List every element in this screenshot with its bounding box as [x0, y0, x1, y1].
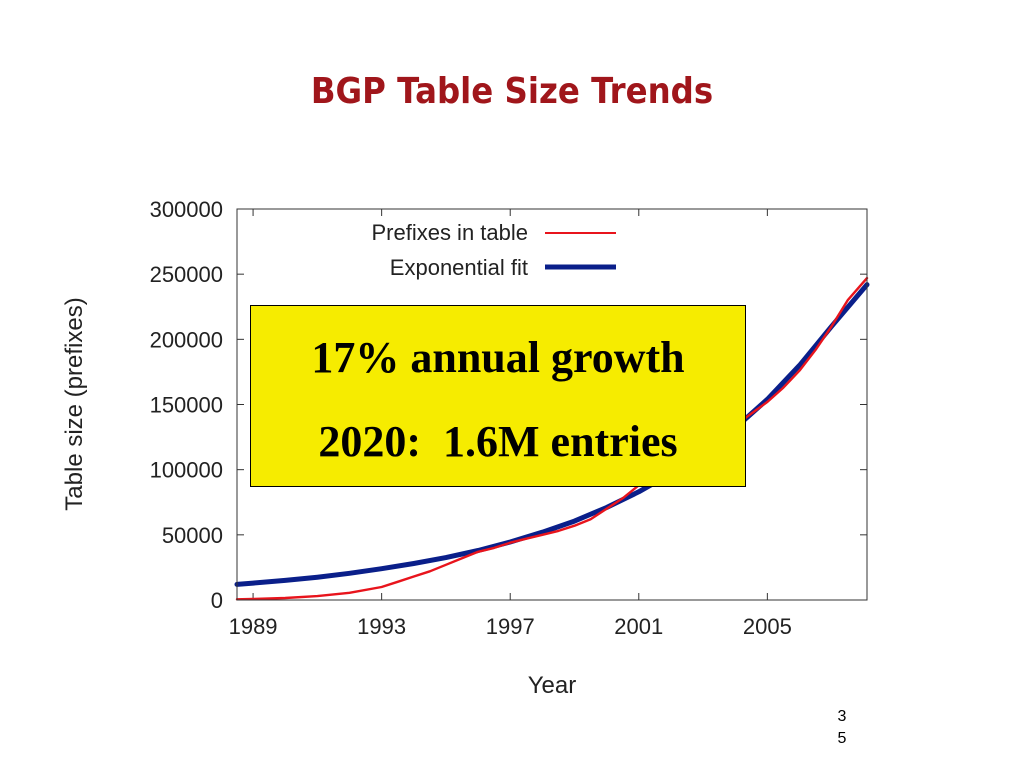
growth-callout-box: 17% annual growth 2020: 1.6M entries	[250, 305, 746, 487]
x-tick-label: 1997	[486, 614, 535, 639]
chart-svg: 0 50000 100000 150000 200000 250000 300000 198…	[61, 197, 870, 699]
callout-projection: 2020: 1.6M entries	[318, 417, 678, 466]
legend: Prefixes in table Exponential fit	[371, 220, 616, 280]
y-tick-label: 250000	[150, 262, 223, 287]
slide-title: BGP Table Size Trends	[310, 71, 714, 112]
slide-number-digit: 5	[837, 730, 847, 747]
x-axis-label: Year	[528, 672, 577, 699]
x-tick-label: 2001	[614, 614, 663, 639]
x-tick-label: 1993	[357, 614, 406, 639]
slide-number-digit: 3	[837, 708, 847, 725]
x-tick-label: 1989	[229, 614, 278, 639]
callout-growth-rate: 17% annual growth	[311, 333, 685, 382]
x-tick-label: 2005	[743, 614, 792, 639]
y-tick-labels: 0 50000 100000 150000 200000 250000 300000	[150, 197, 223, 613]
legend-label-exponential-fit: Exponential fit	[390, 255, 528, 280]
y-tick-label: 300000	[150, 197, 223, 222]
y-tick-label: 50000	[162, 523, 223, 548]
y-tick-label: 100000	[150, 458, 223, 483]
series-line-prefixes-in-table	[235, 276, 869, 601]
series-layer	[234, 276, 870, 601]
legend-label-prefixes: Prefixes in table	[371, 220, 528, 245]
y-tick-label: 150000	[150, 393, 223, 418]
chart-figure: 0 50000 100000 150000 200000 250000 300000 198…	[48, 186, 888, 708]
y-tick-label: 200000	[150, 327, 223, 352]
y-tick-label: 0	[211, 588, 223, 613]
y-axis-label: Table size (prefixes)	[61, 297, 88, 510]
x-tick-labels: 1989 1993 1997 2001 2005	[229, 614, 792, 639]
plot-frame	[236, 208, 868, 601]
slide-number: 3 5	[834, 706, 850, 750]
